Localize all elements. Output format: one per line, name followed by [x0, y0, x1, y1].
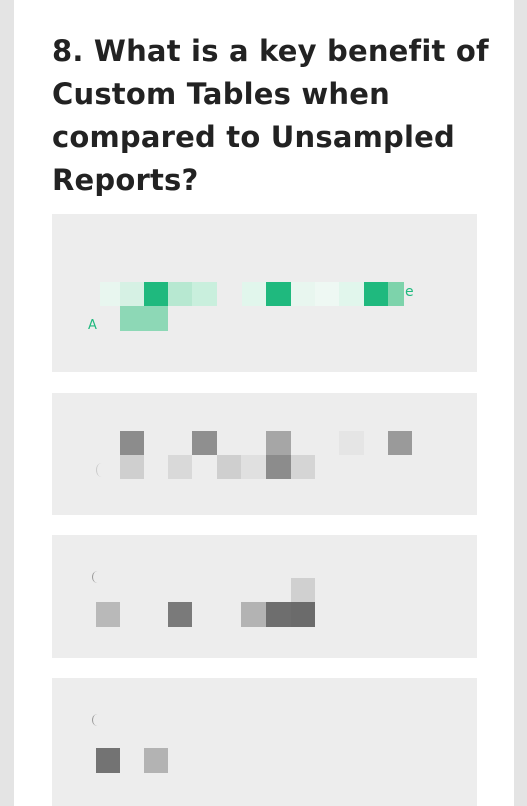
pixel-block — [291, 578, 315, 602]
quiz-card: 8. What is a key benefit of Custom Table… — [14, 0, 514, 806]
partial-letter-e: e — [405, 284, 414, 300]
pixel-block — [96, 748, 120, 773]
pixel-block — [388, 431, 412, 455]
pixel-block — [266, 431, 291, 455]
pixelated-answer-text — [100, 282, 120, 306]
pixel-block — [241, 602, 266, 627]
radio-icon[interactable] — [92, 714, 103, 726]
pixel-block — [339, 282, 364, 306]
partial-letter-a: A — [88, 318, 97, 333]
pixel-block — [315, 282, 339, 306]
answer-option-1[interactable]: e A — [52, 214, 477, 372]
answer-option-2[interactable] — [52, 393, 477, 515]
pixel-block — [168, 282, 192, 306]
pixel-block — [291, 282, 315, 306]
pixel-block — [266, 455, 291, 479]
pixel-block — [192, 431, 217, 455]
pixel-block — [291, 455, 315, 479]
pixel-block — [291, 602, 315, 627]
question-title: 8. What is a key benefit of Custom Table… — [52, 34, 489, 197]
radio-icon[interactable] — [96, 463, 107, 477]
pixel-block — [144, 282, 168, 306]
pixel-block — [241, 455, 266, 479]
pixel-block — [144, 748, 168, 773]
pixel-block — [144, 306, 168, 331]
pixel-block — [339, 431, 364, 455]
answer-option-3[interactable] — [52, 535, 477, 658]
pixel-block — [120, 306, 144, 331]
pixel-block — [192, 282, 217, 306]
pixel-block — [217, 455, 241, 479]
radio-icon[interactable] — [92, 571, 103, 583]
pixel-block — [242, 282, 266, 306]
pixel-block — [96, 602, 120, 627]
pixel-block — [168, 602, 192, 627]
pixel-block — [364, 282, 388, 306]
answer-option-4[interactable] — [52, 678, 477, 806]
pixel-block — [266, 602, 291, 627]
pixel-block — [168, 455, 192, 479]
pixel-block — [120, 282, 144, 306]
pixel-block — [388, 282, 404, 306]
pixel-block — [120, 455, 144, 479]
pixel-block — [120, 431, 144, 455]
pixel-block — [266, 282, 291, 306]
